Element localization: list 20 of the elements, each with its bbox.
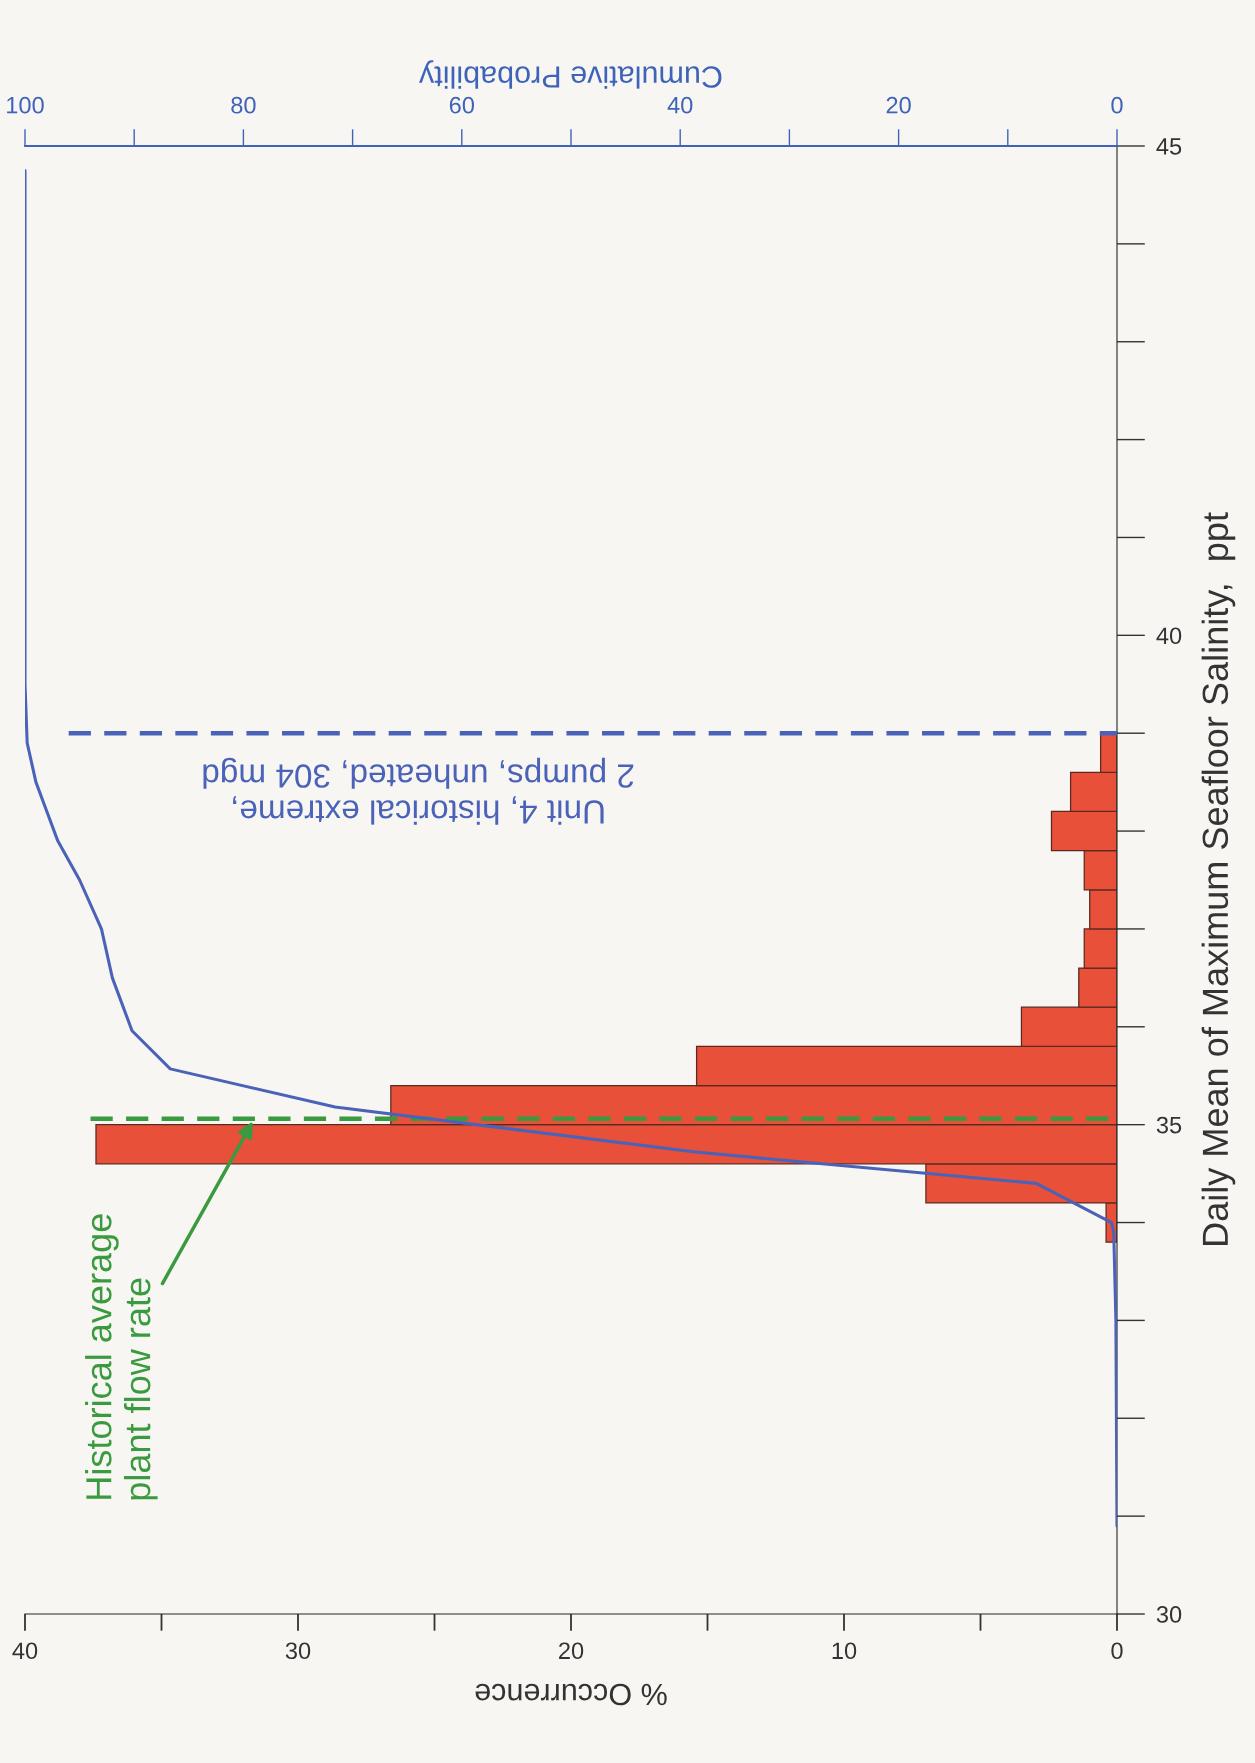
x2-tick-label: 0	[1111, 96, 1123, 114]
x2-tick-label: 80	[231, 96, 256, 114]
y-tick-label: 40	[1156, 627, 1182, 645]
ref-line-label: Historical average plant flow rate	[85, 1214, 158, 1500]
x2-tick-label: 100	[7, 96, 44, 114]
y-tick-label: 30	[1156, 1606, 1182, 1623]
x-tick-label: 30	[285, 1642, 311, 1660]
x2-axis-title: Cumulative Probability	[419, 60, 722, 89]
x-axis-title: % Occurrence	[475, 1683, 667, 1706]
x-tick-label: 40	[12, 1642, 38, 1660]
ref-line-label: Unit 4, historical extreme, 2 pumps, unheated, 304 mgd	[203, 757, 634, 825]
x2-tick-label: 60	[449, 96, 475, 114]
x-tick-label: 0	[1111, 1642, 1123, 1660]
y-axis-title: Daily Mean of Maximum Seafloor Salinity, ppt	[1201, 512, 1236, 1245]
y-tick-label: 45	[1156, 138, 1182, 155]
x2-tick-label: 40	[667, 96, 693, 114]
x-tick-label: 10	[832, 1642, 857, 1660]
y-tick-label: 35	[1156, 1116, 1182, 1134]
x-tick-label: 20	[559, 1642, 584, 1660]
x2-tick-label: 20	[886, 96, 911, 114]
